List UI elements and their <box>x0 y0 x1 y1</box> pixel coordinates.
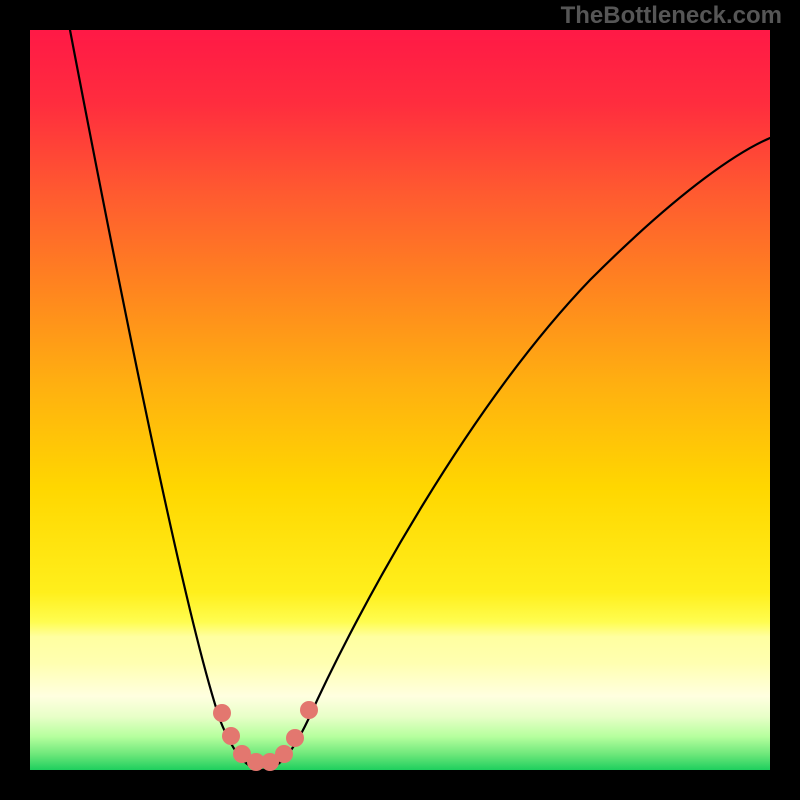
chart-root: TheBottleneck.com <box>0 0 800 800</box>
curve-marker <box>300 701 318 719</box>
marker-layer <box>30 30 770 770</box>
curve-marker <box>222 727 240 745</box>
plot-area <box>30 30 770 770</box>
curve-marker <box>275 745 293 763</box>
watermark-text: TheBottleneck.com <box>561 2 782 30</box>
curve-marker <box>213 704 231 722</box>
curve-marker <box>286 729 304 747</box>
